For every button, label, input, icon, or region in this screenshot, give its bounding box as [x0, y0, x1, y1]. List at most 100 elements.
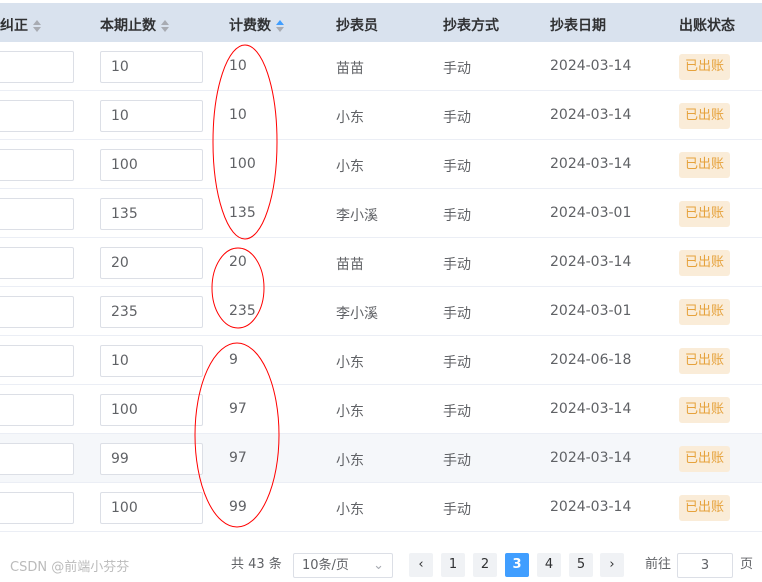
sort-icon[interactable]	[161, 20, 169, 32]
header-label: 计费数	[229, 18, 271, 34]
status-badge: 已出账	[679, 299, 731, 325]
status-badge: 已出账	[679, 54, 731, 80]
correction-input[interactable]	[0, 149, 74, 181]
end-reading-input[interactable]: 10	[100, 51, 203, 83]
status-badge: 已出账	[679, 446, 731, 472]
method-cell: 手动	[443, 110, 471, 126]
column-header-reader: 抄表员	[336, 18, 378, 34]
table-row: 99 97 小东 手动 2024-03-14 已出账	[0, 434, 762, 483]
page-button-3[interactable]: 3	[505, 553, 529, 577]
reader-cell: 苗苗	[336, 61, 364, 77]
method-cell: 手动	[443, 502, 471, 518]
billed-cell: 9	[229, 352, 238, 368]
header-label: 本期止数	[100, 18, 156, 34]
page-size-select[interactable]: 10条/页 ⌄	[293, 553, 393, 578]
table-row: 100 100 小东 手动 2024-03-14 已出账	[0, 140, 762, 189]
end-reading-input[interactable]: 10	[100, 100, 203, 132]
date-cell: 2024-03-14	[550, 401, 632, 417]
correction-input[interactable]	[0, 296, 74, 328]
status-badge: 已出账	[679, 201, 731, 227]
billed-cell: 20	[229, 254, 247, 270]
billed-cell: 10	[229, 107, 247, 123]
reader-cell: 小东	[336, 502, 364, 518]
status-badge: 已出账	[679, 103, 731, 129]
goto-label: 前往	[645, 557, 672, 572]
billed-cell: 135	[229, 205, 256, 221]
status-badge: 已出账	[679, 152, 731, 178]
date-cell: 2024-03-01	[550, 303, 632, 319]
reader-cell: 李小溪	[336, 306, 378, 322]
end-reading-input[interactable]: 235	[100, 296, 203, 328]
billed-cell: 97	[229, 450, 247, 466]
prev-page-button[interactable]: ‹	[409, 553, 433, 577]
billed-cell: 10	[229, 58, 247, 74]
method-cell: 手动	[443, 306, 471, 322]
table-row: 10 10 苗苗 手动 2024-03-14 已出账	[0, 42, 762, 91]
column-header-end-reading[interactable]: 本期止数	[100, 15, 169, 35]
correction-input[interactable]	[0, 345, 74, 377]
date-cell: 2024-06-18	[550, 352, 632, 368]
page-size-value: 10条/页	[302, 558, 349, 573]
header-label: 纠正	[0, 18, 28, 34]
table-row: 235 235 李小溪 手动 2024-03-01 已出账	[0, 287, 762, 336]
method-cell: 手动	[443, 208, 471, 224]
page-button-1[interactable]: 1	[441, 553, 465, 577]
reader-cell: 小东	[336, 453, 364, 469]
sort-ascending-icon[interactable]	[276, 20, 284, 32]
date-cell: 2024-03-01	[550, 205, 632, 221]
correction-input[interactable]	[0, 51, 74, 83]
goto-suffix: 页	[740, 557, 754, 572]
end-reading-input[interactable]: 100	[100, 149, 203, 181]
correction-input[interactable]	[0, 100, 74, 132]
correction-input[interactable]	[0, 198, 74, 230]
total-count: 共 43 条	[231, 557, 282, 572]
billed-cell: 99	[229, 499, 247, 515]
column-header-correction[interactable]: 纠正	[0, 15, 41, 35]
method-cell: 手动	[443, 159, 471, 175]
end-reading-input[interactable]: 100	[100, 394, 203, 426]
method-cell: 手动	[443, 257, 471, 273]
page-button-5[interactable]: 5	[569, 553, 593, 577]
chevron-down-icon: ⌄	[373, 558, 384, 573]
correction-input[interactable]	[0, 247, 74, 279]
billed-cell: 100	[229, 156, 256, 172]
date-cell: 2024-03-14	[550, 107, 632, 123]
table-row: 100 99 小东 手动 2024-03-14 已出账	[0, 483, 762, 532]
correction-input[interactable]	[0, 492, 74, 524]
next-page-button[interactable]: ›	[600, 553, 624, 577]
end-reading-input[interactable]: 135	[100, 198, 203, 230]
column-header-method: 抄表方式	[443, 18, 499, 34]
status-badge: 已出账	[679, 397, 731, 423]
goto-page-input[interactable]: 3	[677, 553, 733, 578]
end-reading-input[interactable]: 10	[100, 345, 203, 377]
end-reading-input[interactable]: 100	[100, 492, 203, 524]
column-header-status: 出账状态	[679, 18, 735, 34]
page-button-2[interactable]: 2	[473, 553, 497, 577]
reader-cell: 小东	[336, 159, 364, 175]
end-reading-input[interactable]: 20	[100, 247, 203, 279]
table-row: 10 10 小东 手动 2024-03-14 已出账	[0, 91, 762, 140]
end-reading-input[interactable]: 99	[100, 443, 203, 475]
method-cell: 手动	[443, 355, 471, 371]
reader-cell: 小东	[336, 404, 364, 420]
table-header: 纠正 本期止数 计费数 抄表员 抄表方式 抄表日期 出账状态	[0, 0, 762, 42]
method-cell: 手动	[443, 453, 471, 469]
page-button-4[interactable]: 4	[537, 553, 561, 577]
watermark: CSDN @前端小芬芬	[10, 560, 130, 575]
correction-input[interactable]	[0, 394, 74, 426]
date-cell: 2024-03-14	[550, 58, 632, 74]
table-row: 20 20 苗苗 手动 2024-03-14 已出账	[0, 238, 762, 287]
status-badge: 已出账	[679, 348, 731, 374]
table-row: 100 97 小东 手动 2024-03-14 已出账	[0, 385, 762, 434]
reader-cell: 苗苗	[336, 257, 364, 273]
correction-input[interactable]	[0, 443, 74, 475]
status-badge: 已出账	[679, 250, 731, 276]
billed-cell: 97	[229, 401, 247, 417]
status-badge: 已出账	[679, 495, 731, 521]
column-header-billed[interactable]: 计费数	[229, 15, 284, 35]
table-row: 10 9 小东 手动 2024-06-18 已出账	[0, 336, 762, 385]
table-row: 135 135 李小溪 手动 2024-03-01 已出账	[0, 189, 762, 238]
date-cell: 2024-03-14	[550, 450, 632, 466]
sort-icon[interactable]	[33, 20, 41, 32]
reader-cell: 小东	[336, 355, 364, 371]
